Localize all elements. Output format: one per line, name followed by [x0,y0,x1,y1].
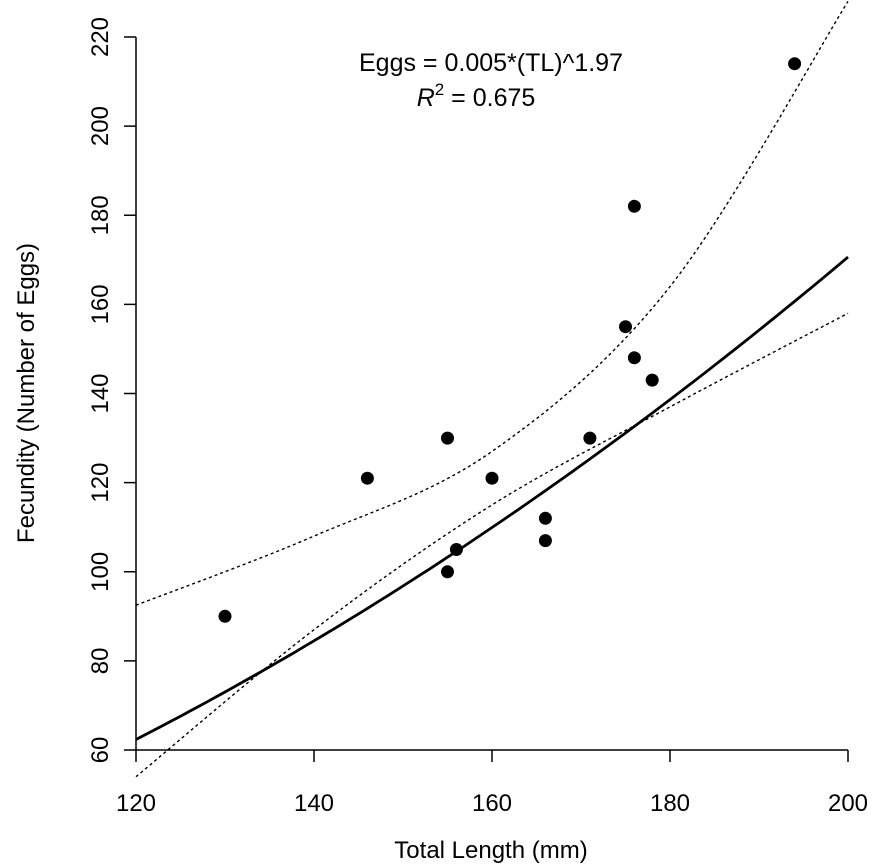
y-axis-title: Fecundity (Number of Eggs) [13,243,40,543]
x-tick-label: 200 [828,790,868,817]
data-point [218,609,232,623]
data-point [485,471,499,485]
x-axis: 120 140 160 180 200 [116,749,868,817]
x-tick-label: 120 [116,790,156,817]
data-point [449,543,463,556]
y-tick-label: 200 [87,106,114,146]
data-point [441,431,454,445]
y-tick-label: 140 [87,373,114,413]
y-axis: 60 80 100 120 140 160 180 200 220 [87,17,137,764]
data-point [441,565,454,579]
equation-annotation: Eggs = 0.005*(TL)^1.97 [359,49,623,77]
x-axis-title: Total Length (mm) [394,837,587,864]
x-tick-label: 180 [650,790,690,817]
r-squared-symbol: R [417,84,435,112]
r-squared-value: = 0.675 [444,84,535,112]
data-point [645,373,659,387]
data-point [627,351,641,365]
plot-lines [135,1,849,778]
x-tick-label: 140 [294,790,334,817]
y-tick-label: 160 [87,284,114,324]
y-tick-label: 80 [87,648,114,675]
data-point [538,534,552,548]
data-point [788,57,802,71]
y-tick-label: 100 [87,552,114,592]
upper-confidence-band [135,1,849,606]
data-point [619,320,632,334]
r-squared-annotation: R2 = 0.675 [417,80,536,112]
y-tick-label: 120 [87,463,114,503]
data-point [360,471,374,485]
y-tick-label: 180 [87,195,114,235]
fitted-curve [135,256,849,741]
y-tick-label: 220 [87,17,114,57]
data-points [218,57,802,623]
x-tick-label: 160 [472,790,512,817]
lower-confidence-band [135,312,849,778]
data-point [538,511,552,525]
data-point [583,431,597,445]
data-point [627,199,641,213]
r-squared-exponent: 2 [435,80,444,99]
y-tick-label: 60 [87,737,114,764]
